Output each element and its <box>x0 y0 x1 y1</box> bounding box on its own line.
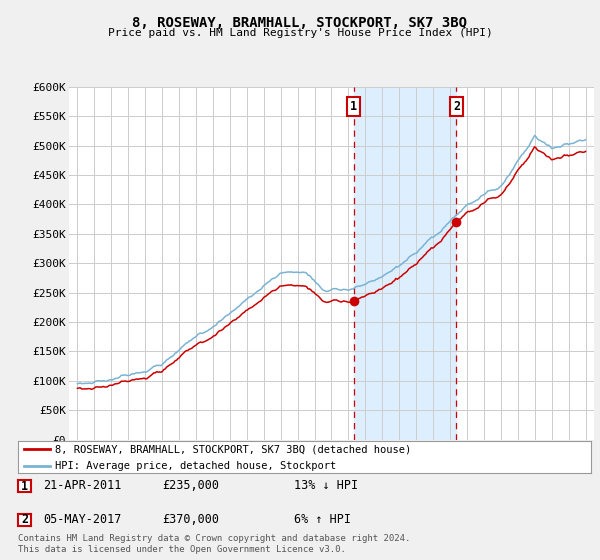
Text: 1: 1 <box>350 100 357 113</box>
Bar <box>353 87 457 440</box>
Text: 6% ↑ HPI: 6% ↑ HPI <box>294 512 351 526</box>
Text: 8, ROSEWAY, BRAMHALL, STOCKPORT, SK7 3BQ (detached house): 8, ROSEWAY, BRAMHALL, STOCKPORT, SK7 3BQ… <box>55 445 412 455</box>
Text: 2: 2 <box>21 513 28 526</box>
Text: 8, ROSEWAY, BRAMHALL, STOCKPORT, SK7 3BQ: 8, ROSEWAY, BRAMHALL, STOCKPORT, SK7 3BQ <box>133 16 467 30</box>
Text: HPI: Average price, detached house, Stockport: HPI: Average price, detached house, Stoc… <box>55 461 337 471</box>
Text: 13% ↓ HPI: 13% ↓ HPI <box>294 479 358 492</box>
Text: 1: 1 <box>21 479 28 493</box>
Text: Contains HM Land Registry data © Crown copyright and database right 2024.
This d: Contains HM Land Registry data © Crown c… <box>18 534 410 554</box>
Text: £235,000: £235,000 <box>162 479 219 492</box>
Text: 05-MAY-2017: 05-MAY-2017 <box>43 512 122 526</box>
Text: Price paid vs. HM Land Registry's House Price Index (HPI): Price paid vs. HM Land Registry's House … <box>107 28 493 38</box>
Text: £370,000: £370,000 <box>162 512 219 526</box>
Text: 2: 2 <box>453 100 460 113</box>
Text: 21-APR-2011: 21-APR-2011 <box>43 479 122 492</box>
